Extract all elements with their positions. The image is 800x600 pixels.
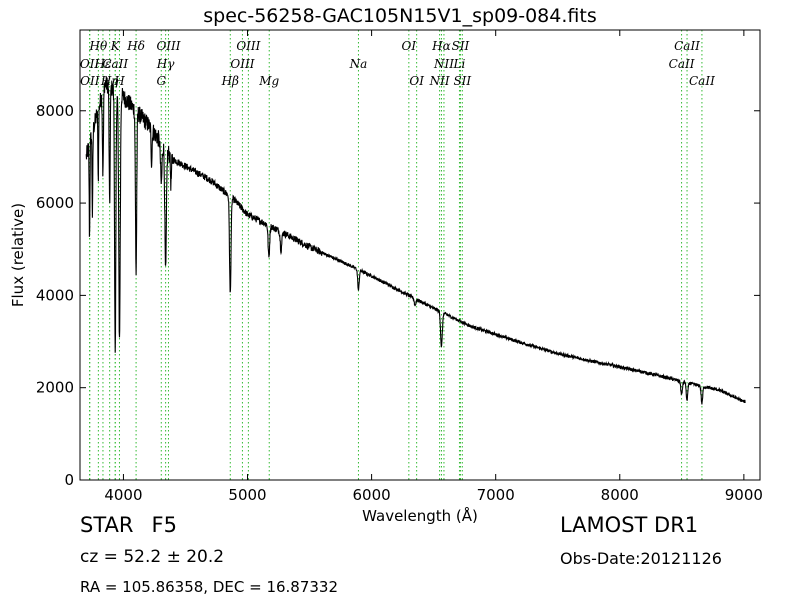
line-label-layer: OIIOIIHθHεHηKCaIIHHδHγGOIIIHβOIIIOIIIMgN… <box>80 39 715 88</box>
y-tick-label: 4000 <box>36 286 74 304</box>
line-label: NII <box>429 74 450 88</box>
redshift-text: cz = 52.2 ± 20.2 <box>80 547 225 567</box>
y-axis-label: Flux (relative) <box>9 203 27 307</box>
line-label: OI <box>402 39 417 53</box>
coordinates-text: RA = 105.86358, DEC = 16.87332 <box>80 578 339 596</box>
plot-frame <box>79 29 761 481</box>
line-label: CaII <box>669 57 695 71</box>
y-tick-label: 6000 <box>36 194 74 212</box>
line-label: Hθ <box>89 39 108 53</box>
line-label: Hα <box>431 39 451 53</box>
line-label: OII <box>80 57 100 71</box>
line-label: Hγ <box>156 57 175 71</box>
line-label: OIII <box>156 39 180 53</box>
line-label: Mg <box>258 74 279 88</box>
line-label: Na <box>349 57 368 71</box>
line-marker-layer <box>89 30 703 480</box>
line-label: CaII <box>674 39 700 53</box>
survey-name: LAMOST DR1 <box>560 513 699 537</box>
x-tick-label: 9000 <box>725 486 763 504</box>
line-label: Hε <box>94 57 112 71</box>
line-label: Li <box>453 57 466 71</box>
line-label: OIII <box>236 39 260 53</box>
chart-title: spec-56258-GAC105N15V1_sp09-084.fits <box>203 5 597 27</box>
spectrum-series <box>85 76 746 405</box>
y-tick-label: 0 <box>64 471 74 489</box>
line-label: Hδ <box>126 39 145 53</box>
line-label: OIII <box>230 57 254 71</box>
subclass: F5 <box>151 513 177 537</box>
line-label: K <box>110 39 121 53</box>
x-axis-label: Wavelength (Å) <box>362 506 478 525</box>
line-label: CaII <box>102 57 128 71</box>
line-label: SII <box>453 74 471 88</box>
line-label: OI <box>409 74 424 88</box>
classification: STAR F5 <box>80 513 195 537</box>
line-label: CaII <box>689 74 715 88</box>
axis-ticks: 4000 5000 6000 7000 8000 9000 0 2000 4000 6000 800… <box>36 30 763 504</box>
line-label: SII <box>452 39 470 53</box>
line-label: G <box>156 74 166 88</box>
x-tick-label: 8000 <box>601 486 639 504</box>
line-label: Hβ <box>221 74 239 88</box>
line-label: NII <box>433 57 454 71</box>
observation-date: Obs-Date:20121126 <box>560 549 722 568</box>
y-tick-label: 8000 <box>36 102 74 120</box>
line-label: OII <box>80 74 100 88</box>
y-tick-label: 2000 <box>36 379 74 397</box>
x-tick-label: 4000 <box>104 486 142 504</box>
x-tick-label: 7000 <box>477 486 515 504</box>
line-label: H <box>113 74 125 88</box>
x-tick-label: 5000 <box>228 486 266 504</box>
x-tick-label: 6000 <box>353 486 391 504</box>
object-class: STAR <box>80 513 134 537</box>
